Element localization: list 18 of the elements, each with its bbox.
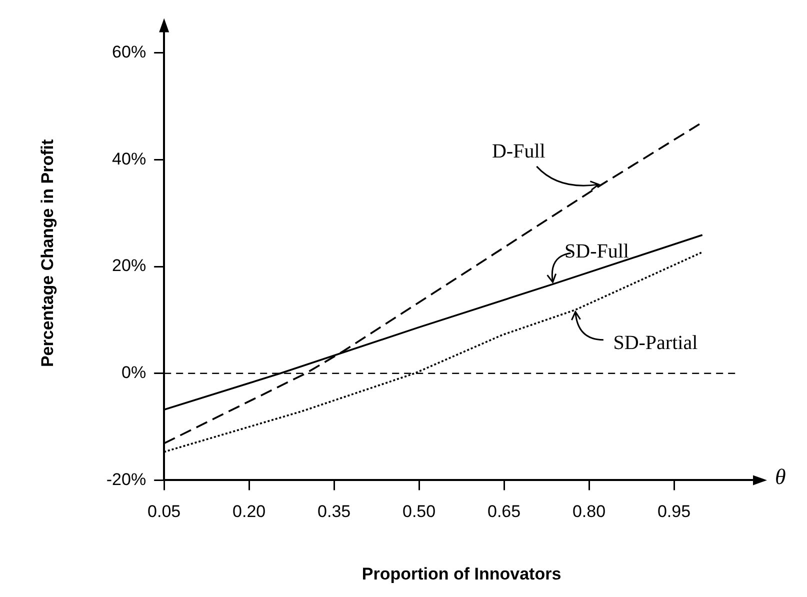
y-tick-label: 0% <box>122 363 146 382</box>
y-tick-label: 60% <box>112 42 146 62</box>
x-tick-label: 0.80 <box>572 502 606 522</box>
text: θ <box>775 464 786 489</box>
y-tick-label: 40% <box>112 149 146 168</box>
x-tick-label: 0.20 <box>232 502 266 522</box>
y-tick-label: 20% <box>112 256 146 276</box>
text: D-Full <box>492 140 546 163</box>
series-label: SD-Full <box>564 240 630 262</box>
x-tick-label: 0.95 <box>657 502 691 522</box>
y-tick-label: -20% <box>106 470 146 489</box>
x-tick-label: 0.35 <box>318 502 351 522</box>
x-axis-title: Proportion of Innovators <box>362 564 562 584</box>
x-tick-label: 0.50 <box>402 502 436 522</box>
x-tick-label: 0.05 <box>148 502 181 522</box>
x-tick-label: 0.65 <box>487 502 521 522</box>
series-label: SD-Partial <box>613 332 698 354</box>
y-axis-title: Percentage Change in Profit <box>38 139 57 368</box>
